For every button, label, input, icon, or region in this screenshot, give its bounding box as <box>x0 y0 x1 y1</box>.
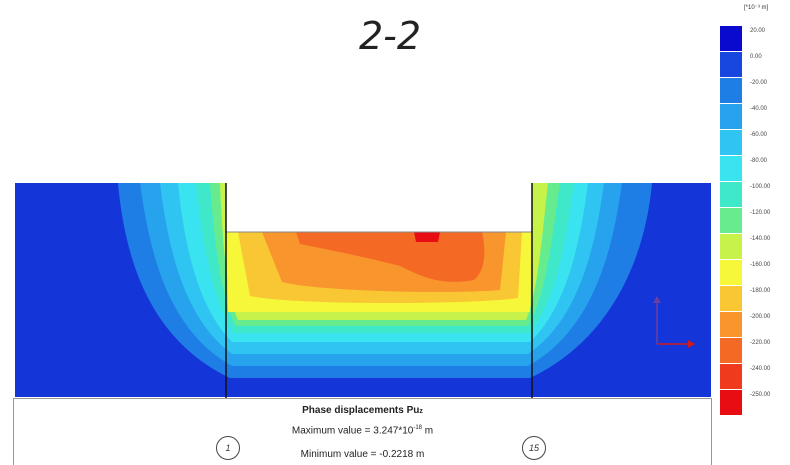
legend-label: -250.00 <box>750 392 771 398</box>
legend-label: 20.00 <box>750 28 766 34</box>
legend-swatch <box>720 104 742 129</box>
legend-swatch <box>720 286 742 311</box>
legend-swatch <box>720 52 742 77</box>
axis-x-arrow-icon <box>688 340 695 348</box>
marker-1: 1 <box>216 436 240 460</box>
minimum-value: Minimum value = -0.2218 m <box>300 449 425 460</box>
maximum-value-text: Maximum value = 3.247*10 <box>291 425 414 437</box>
legend-swatch <box>720 26 742 51</box>
marker-15: 15 <box>522 436 546 460</box>
legend-label: -200.00 <box>750 314 771 320</box>
legend-swatch <box>720 338 742 363</box>
legend-label: -80.00 <box>750 158 768 164</box>
legend-swatch <box>720 78 742 103</box>
info-heading: Phase displacements Puz <box>14 405 711 416</box>
legend-swatch <box>720 312 742 337</box>
info-heading-subscript: z <box>419 408 423 415</box>
info-panel: Phase displacements Puz Maximum value = … <box>13 398 712 465</box>
legend-swatch <box>720 208 742 233</box>
info-heading-text: Phase displacements Pu <box>302 405 420 416</box>
legend-label: -60.00 <box>750 132 768 138</box>
legend-swatch <box>720 234 742 259</box>
legend-swatch <box>720 364 742 389</box>
legend-label: -240.00 <box>750 366 771 372</box>
maximum-value-unit: m <box>422 425 434 437</box>
excavation <box>226 183 532 232</box>
legend-swatch <box>720 260 742 285</box>
legend-swatch <box>720 130 742 155</box>
legend-label: -20.00 <box>750 80 768 86</box>
legend-swatch <box>720 182 742 207</box>
legend-label: 0.00 <box>750 54 762 60</box>
contour-band-11 <box>296 232 485 282</box>
legend-label: -140.00 <box>750 236 771 242</box>
contour-band-12 <box>414 232 440 242</box>
maximum-value-exponent: -18 <box>413 425 423 431</box>
legend-label: -160.00 <box>750 262 771 268</box>
axis-z-arrow-icon <box>653 296 661 303</box>
section-title: 2-2 <box>358 14 422 58</box>
color-legend: [*10⁻³ m] 20.00 0.00 -20.00 -40.00 -60.00 -80… <box>716 4 788 415</box>
legend-label: -180.00 <box>750 288 771 294</box>
legend-label: -120.00 <box>750 210 771 216</box>
legend-label: -100.00 <box>750 184 771 190</box>
legend-label: -40.00 <box>750 106 768 112</box>
legend-unit: [*10⁻³ m] <box>744 5 769 11</box>
legend-swatch <box>720 390 742 415</box>
maximum-value: Maximum value = 3.247*10-18 m <box>14 425 711 436</box>
legend-swatch <box>720 156 742 181</box>
legend-label: -220.00 <box>750 340 771 346</box>
